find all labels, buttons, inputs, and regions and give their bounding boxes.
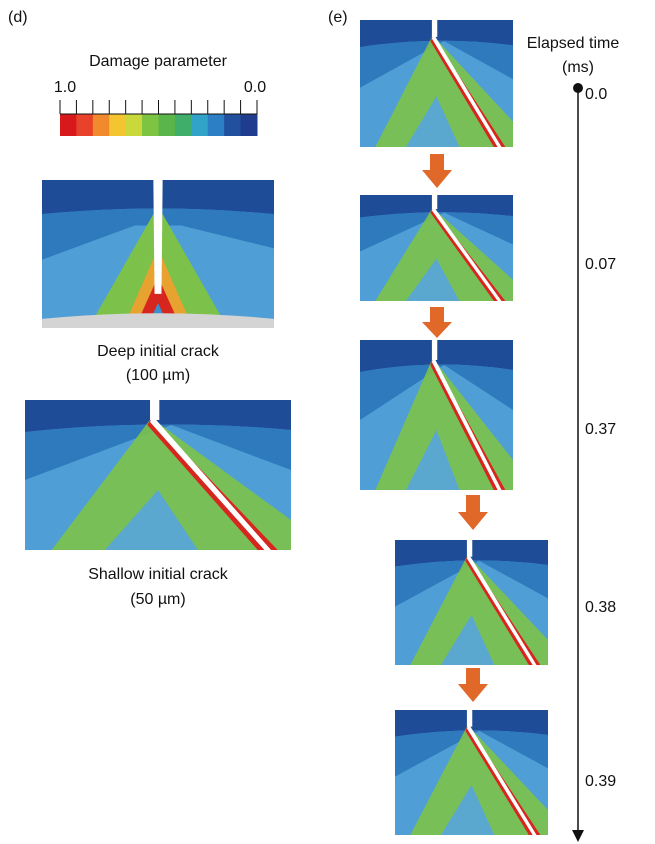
axis-title: Elapsed time <box>527 35 620 52</box>
colorbar <box>60 100 258 136</box>
caption: (100 µm) <box>126 367 190 384</box>
colorbar-swatch <box>224 114 241 136</box>
timeline-start <box>573 83 583 93</box>
colorbar-swatch <box>191 114 208 136</box>
figure: (d) Damage parameter 1.0 0.0 Deep initia… <box>0 0 655 844</box>
colorbar-swatch <box>93 114 110 136</box>
simulation-image <box>395 710 548 835</box>
time-label: 0.0 <box>585 86 607 103</box>
colorbar-swatch <box>159 114 176 136</box>
panel-label: (e) <box>328 9 348 26</box>
colorbar-min: 0.0 <box>244 79 266 96</box>
colorbar-swatch <box>175 114 192 136</box>
colorbar-max: 1.0 <box>54 79 76 96</box>
colorbar-swatch <box>109 114 126 136</box>
colorbar-swatch <box>208 114 225 136</box>
simulation-image <box>360 20 513 147</box>
simulation-image <box>25 400 291 550</box>
simulation-image <box>360 195 513 301</box>
simulation-image <box>395 540 548 665</box>
colorbar-title: Damage parameter <box>89 53 228 70</box>
time-labels: 0.0 0.07 0.37 0.38 0.39 <box>585 86 616 790</box>
simulation-image <box>360 340 513 490</box>
caption: Shallow initial crack <box>88 566 229 583</box>
time-label: 0.37 <box>585 421 616 438</box>
time-label: 0.38 <box>585 599 616 616</box>
time-label: 0.07 <box>585 256 616 273</box>
colorbar-swatch <box>142 114 159 136</box>
caption: Deep initial crack <box>97 343 220 360</box>
panel-label: (d) <box>8 9 28 26</box>
time-label: 0.39 <box>585 773 616 790</box>
colorbar-swatch <box>60 114 77 136</box>
colorbar-swatch <box>126 114 143 136</box>
simulation-image <box>42 180 274 328</box>
colorbar-swatch <box>241 114 258 136</box>
colorbar-swatch <box>76 114 93 136</box>
caption: (50 µm) <box>130 591 185 608</box>
axis-unit: (ms) <box>562 59 594 76</box>
timeline-arrow <box>572 830 584 842</box>
